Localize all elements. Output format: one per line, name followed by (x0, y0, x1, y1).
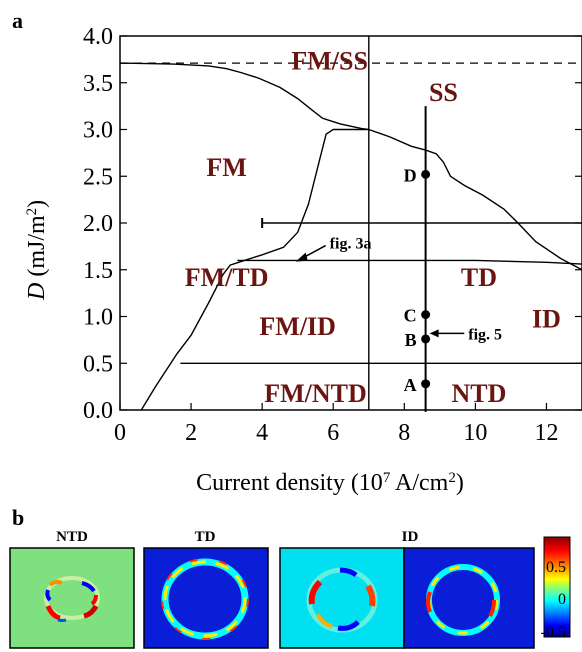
y-axis-title: D (mJ/m2) (24, 200, 50, 301)
region-label-1: SS (429, 78, 458, 107)
boundary-line-1 (140, 128, 368, 411)
x-tick-label-4: 8 (398, 420, 410, 446)
y-tick-label-5: 2.5 (83, 164, 113, 190)
y-tick-label-7: 3.5 (83, 71, 113, 97)
phase-region-labels: FM/SS SS FM FM/TD TD FM/ID ID FM/NTD NTD (185, 46, 561, 408)
x-tick-label-1: 2 (185, 420, 197, 446)
panel-b-label: b (12, 505, 24, 530)
y-tick-label-6: 3.0 (83, 118, 113, 144)
td-title: TD (195, 529, 216, 545)
region-label-5: FM/ID (259, 312, 336, 341)
colorbar-tick-mid: 0 (558, 591, 566, 608)
y-tick-label-8: 4.0 (83, 24, 113, 50)
x-tick-label-3: 6 (327, 420, 339, 446)
annotation-arrowhead-fig-5 (429, 329, 439, 338)
region-label-7: FM/NTD (264, 379, 367, 408)
region-label-3: FM/TD (185, 263, 269, 292)
x-tick-label-2: 4 (256, 420, 268, 446)
annotation-fig-5: fig. 5 (468, 326, 502, 343)
annotation-arrowhead-fig-3a (295, 252, 308, 262)
region-label-4: TD (461, 263, 497, 292)
ntd-title: NTD (56, 529, 88, 545)
boundary-line-0 (119, 62, 369, 131)
colorbar-tick-bottom: -0.5 (541, 624, 566, 641)
point-C (421, 310, 431, 320)
ntd-image (9, 547, 135, 649)
phase-boundaries (119, 36, 582, 412)
id-title: ID (402, 529, 419, 545)
y-tick-label-4: 2.0 (83, 211, 113, 237)
sample-points: D CB A (404, 165, 431, 395)
annotation-fig-3a: fig. 3a (330, 236, 372, 253)
point-B (421, 334, 431, 344)
region-label-8: NTD (451, 379, 506, 408)
point-A (421, 379, 431, 389)
point-D (421, 169, 431, 179)
y-tick-label-1: 0.5 (83, 351, 113, 377)
annotations: fig. 3a fig. 5 (295, 236, 502, 343)
id-image (279, 547, 535, 649)
x-tick-label-0: 0 (114, 420, 126, 446)
region-label-6: ID (532, 304, 561, 333)
td-image (143, 547, 269, 649)
y-tick-label-2: 1.0 (83, 305, 113, 331)
point-label-B: B (405, 330, 417, 350)
point-label-C: C (404, 306, 417, 326)
x-axis-title: Current density (107 A/cm2) (196, 470, 464, 496)
y-tick-label-3: 1.5 (83, 258, 113, 284)
y-axis-ticks: 0.0 0.5 1.0 1.5 2.0 2.5 3.0 3.5 4.0 (83, 24, 582, 424)
region-label-2: FM (206, 153, 246, 182)
x-axis-ticks: 0 2 4 6 8 10 12 (114, 403, 558, 446)
y-tick-label-0: 0.0 (83, 398, 113, 424)
x-tick-label-6: 12 (534, 420, 558, 446)
region-label-0: FM/SS (291, 46, 368, 75)
x-tick-label-5: 10 (463, 420, 487, 446)
boundary-line-3 (237, 259, 582, 265)
point-label-D: D (404, 165, 417, 185)
colorbar: 0.5 0 -0.5 (541, 536, 571, 641)
phase-diagram-plot: 0.0 0.5 1.0 1.5 2.0 2.5 3.0 3.5 4.0 0 2 4 6 8 10 12 D C… (83, 24, 582, 446)
colorbar-tick-top: 0.5 (546, 559, 566, 576)
boundary-line-2 (368, 128, 582, 271)
panel-a-label: a (12, 8, 23, 33)
point-label-A: A (404, 375, 417, 395)
